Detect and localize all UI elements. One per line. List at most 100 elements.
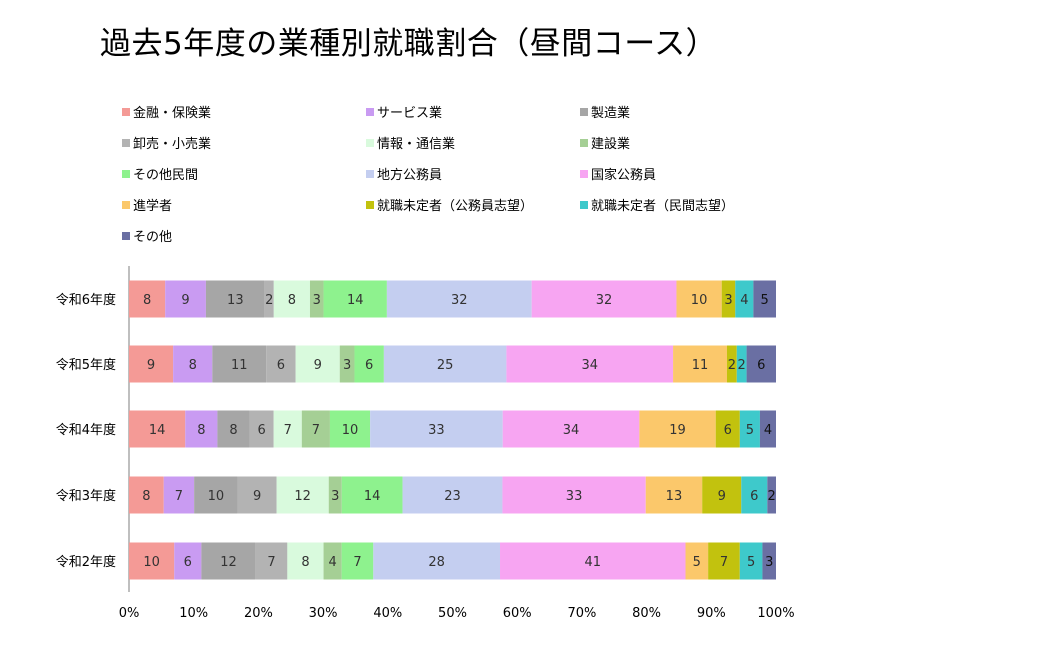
data-label: 7: [720, 555, 728, 570]
data-label: 3: [331, 489, 339, 504]
data-label: 2: [265, 293, 273, 308]
data-label: 13: [666, 489, 683, 504]
data-label: 34: [581, 358, 598, 373]
legend-label: サービス業: [377, 106, 443, 121]
bar-segment: [746, 345, 776, 383]
data-label: 7: [284, 423, 292, 438]
bar-segment: [329, 410, 371, 448]
bar-segment: [165, 280, 206, 318]
bar-segment: [721, 280, 736, 318]
data-label: 23: [444, 489, 461, 504]
data-label: 7: [175, 489, 183, 504]
bar-segment: [739, 410, 760, 448]
legend-item: 金融・保険業: [122, 102, 211, 121]
data-label: 6: [257, 423, 265, 438]
data-label: 32: [451, 293, 468, 308]
bar-segment: [736, 345, 747, 383]
legend-swatch: [580, 139, 588, 147]
legend-label: 建設業: [591, 137, 631, 152]
bar-segment: [129, 280, 166, 318]
bar-segment: [741, 476, 768, 514]
legend-swatch: [580, 170, 588, 178]
data-label: 9: [718, 489, 726, 504]
legend-swatch: [122, 232, 130, 240]
bar-segment: [531, 280, 677, 318]
data-label: 5: [747, 555, 755, 570]
data-label: 2: [768, 489, 776, 504]
data-label: 33: [566, 489, 583, 504]
category-label: 令和6年度: [56, 292, 116, 308]
x-tick-label: 100%: [757, 606, 794, 621]
bar-segment: [386, 280, 532, 318]
data-label: 9: [253, 489, 261, 504]
bar-segment: [354, 345, 384, 383]
legend-swatch: [366, 108, 374, 116]
bar-segment: [129, 410, 186, 448]
x-tick-label: 30%: [309, 606, 338, 621]
legend-swatch: [122, 201, 130, 209]
data-label: 9: [147, 358, 155, 373]
data-label: 8: [143, 293, 151, 308]
bar-segment: [639, 410, 716, 448]
bar-segment: [264, 280, 274, 318]
data-label: 3: [765, 555, 773, 570]
legend-label: 就職未定者（民間志望）: [591, 199, 735, 214]
bar-segment: [249, 410, 274, 448]
legend-item: 建設業: [580, 133, 630, 152]
bar-segment: [645, 476, 703, 514]
x-tick-label: 0%: [119, 606, 140, 621]
data-label: 41: [584, 555, 601, 570]
legend-item: 進学者: [122, 195, 172, 214]
bar-segment: [217, 410, 250, 448]
legend-label: 情報・通信業: [377, 137, 456, 152]
bar-segment: [500, 542, 686, 580]
category-label: 令和5年度: [56, 357, 116, 373]
legend-item: 製造業: [580, 102, 630, 121]
data-label: 12: [294, 489, 311, 504]
data-label: 8: [229, 423, 237, 438]
bar-segment: [163, 476, 195, 514]
bar-segment: [702, 476, 742, 514]
legend-swatch: [366, 139, 374, 147]
data-label: 4: [764, 423, 772, 438]
bar-segment: [708, 542, 740, 580]
legend-swatch: [122, 108, 130, 116]
legend-label: 製造業: [591, 106, 631, 121]
data-label: 34: [563, 423, 580, 438]
data-label: 33: [428, 423, 445, 438]
legend-item: その他民間: [122, 164, 198, 183]
data-label: 19: [669, 423, 686, 438]
bar-segment: [273, 280, 310, 318]
data-label: 5: [761, 293, 769, 308]
legend-item: 卸売・小売業: [122, 133, 211, 152]
x-tick-label: 50%: [438, 606, 467, 621]
data-label: 14: [149, 423, 166, 438]
legend-item: サービス業: [366, 102, 442, 121]
bar-segment: [673, 345, 727, 383]
bar-segment: [370, 410, 503, 448]
x-tick-label: 40%: [373, 606, 402, 621]
data-label: 14: [364, 489, 381, 504]
data-label: 10: [143, 555, 160, 570]
bar-segment: [129, 542, 175, 580]
data-label: 8: [288, 293, 296, 308]
x-tick-label: 70%: [567, 606, 596, 621]
legend-item: 就職未定者（民間志望）: [580, 195, 734, 214]
data-label: 9: [314, 358, 322, 373]
data-label: 12: [220, 555, 237, 570]
data-label: 8: [142, 489, 150, 504]
bar-segment: [726, 345, 737, 383]
legend-swatch: [580, 201, 588, 209]
data-label: 6: [277, 358, 285, 373]
x-tick-label: 60%: [503, 606, 532, 621]
bar-segment: [237, 476, 277, 514]
x-tick-label: 80%: [632, 606, 661, 621]
legend-swatch: [122, 139, 130, 147]
bar-segment: [341, 476, 403, 514]
bar-segment: [328, 476, 342, 514]
data-label: 5: [693, 555, 701, 570]
bar-segment: [295, 345, 340, 383]
data-label: 11: [231, 358, 248, 373]
legend-label: その他: [133, 230, 173, 245]
data-label: 8: [301, 555, 309, 570]
